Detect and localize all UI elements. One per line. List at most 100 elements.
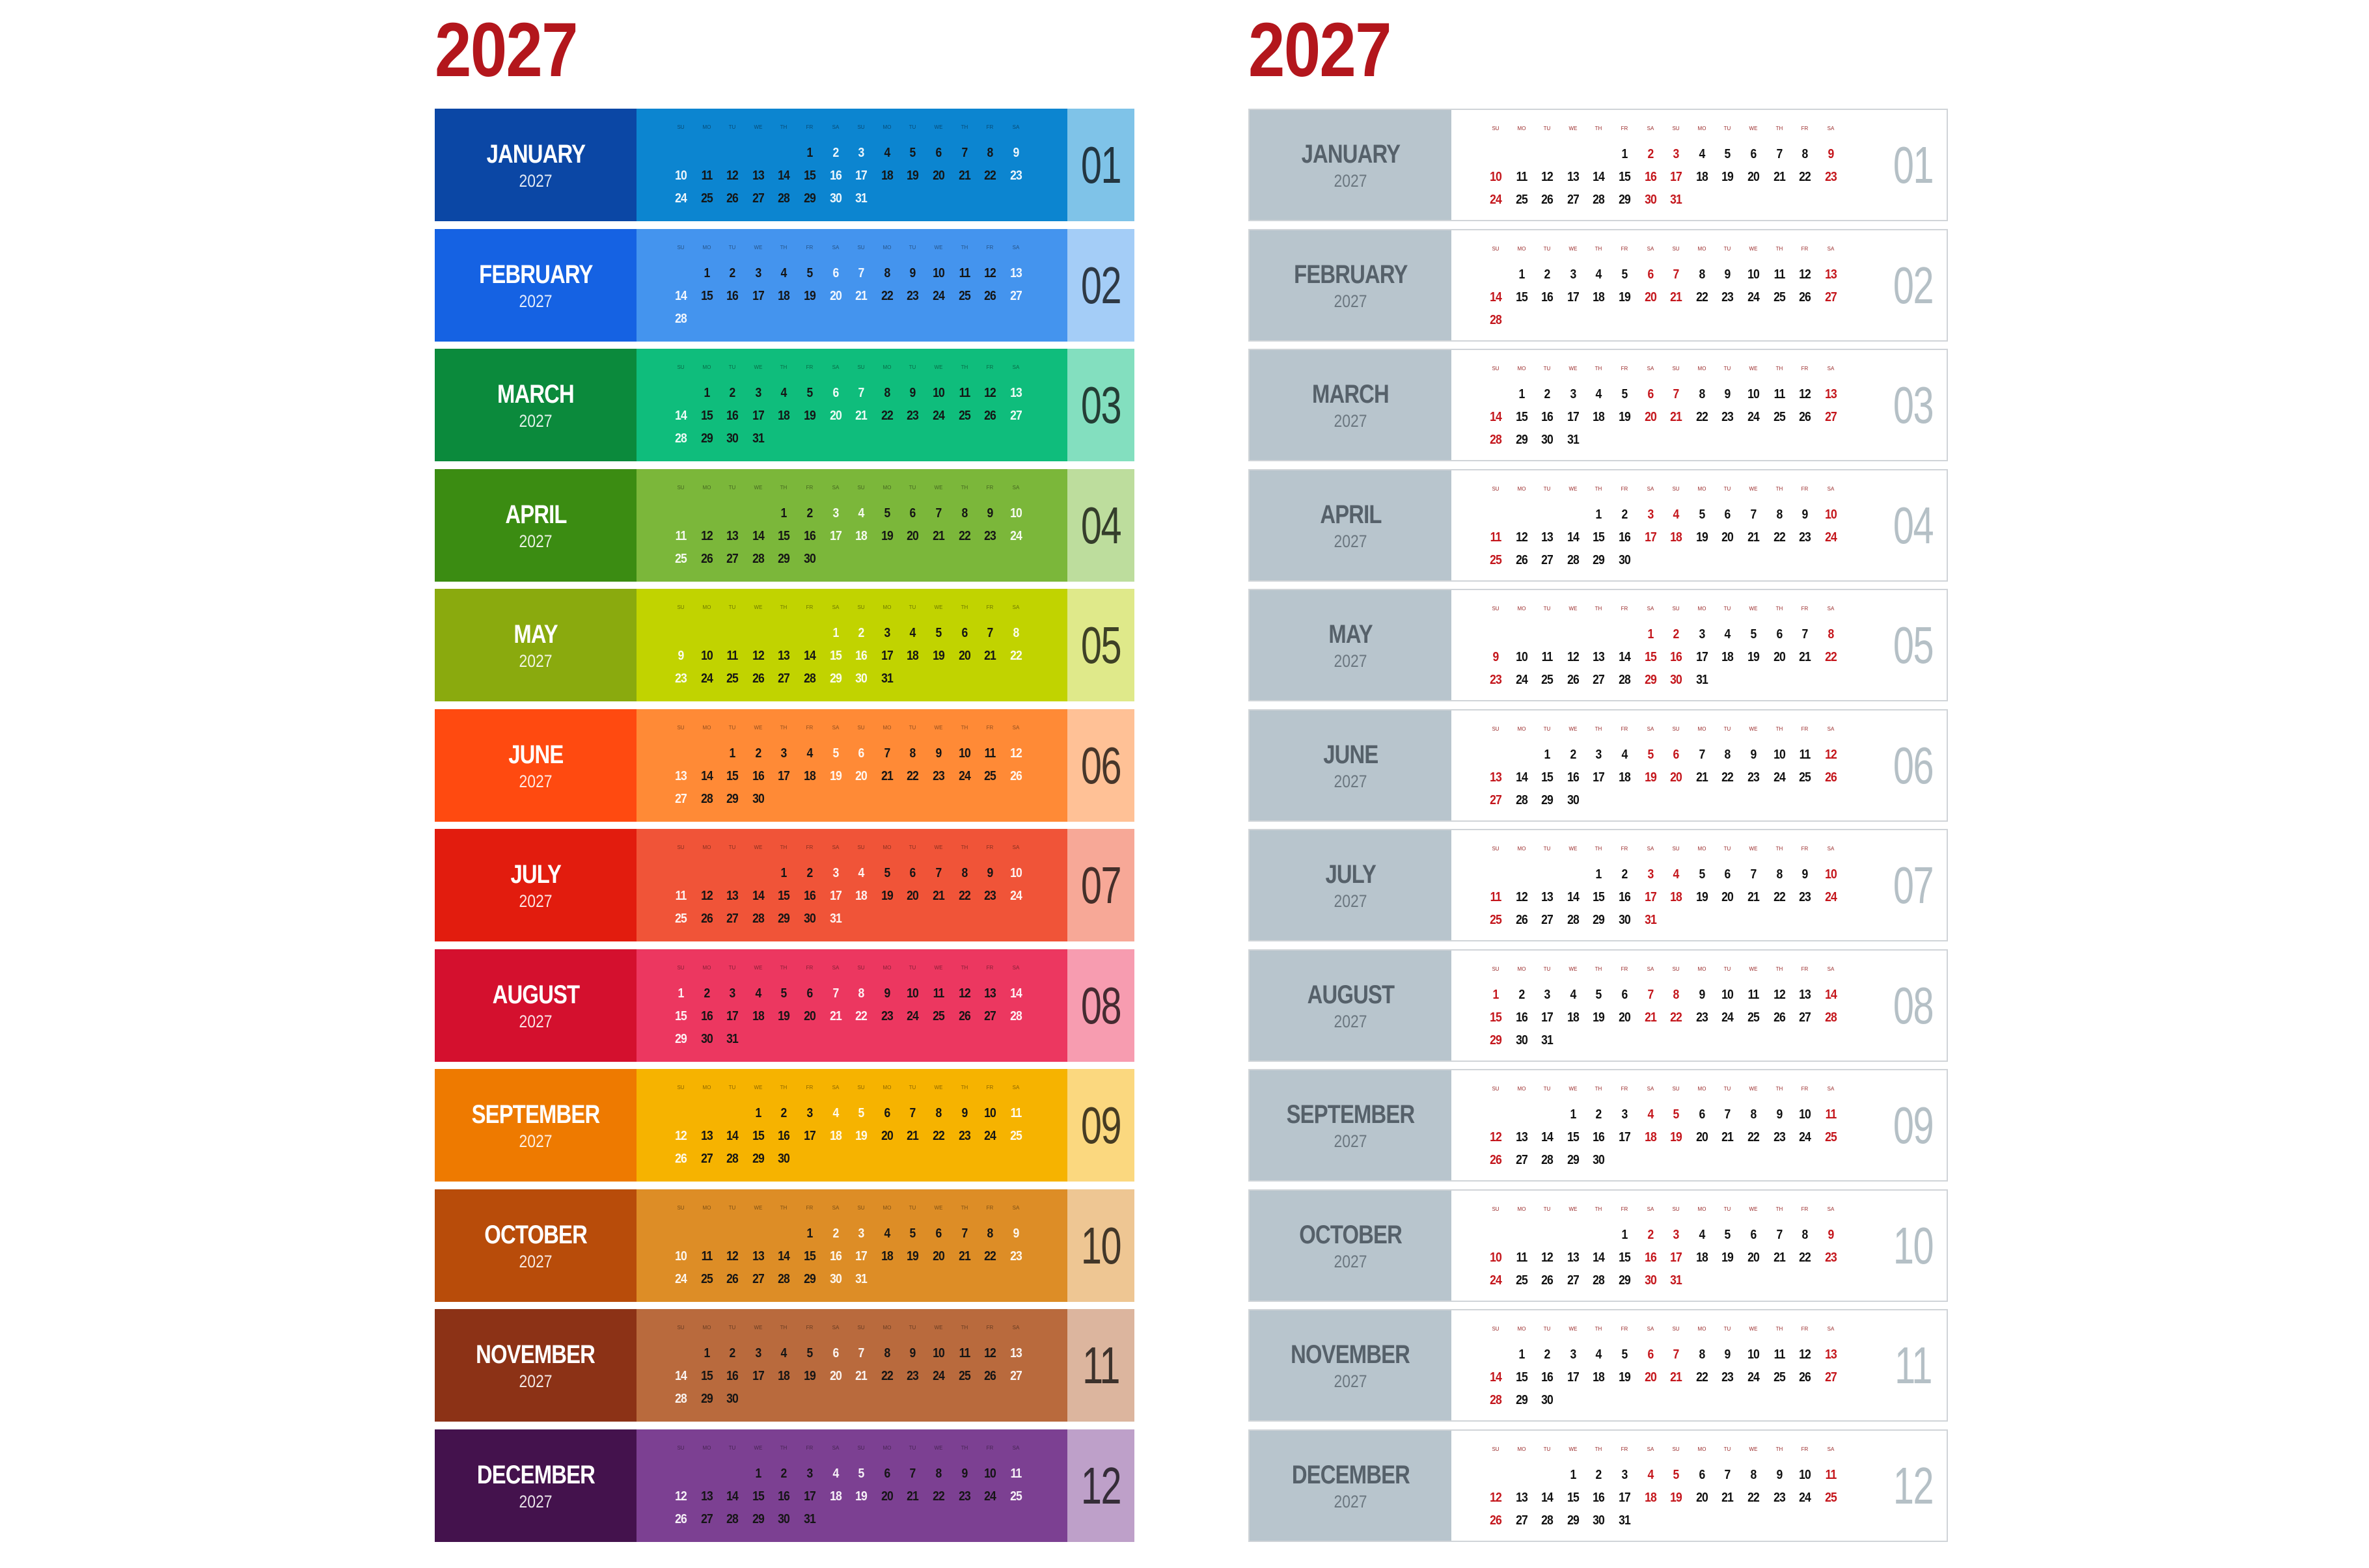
weekday-header: TH bbox=[961, 965, 968, 971]
weekday-header: SA bbox=[1827, 1206, 1835, 1212]
calendar-day: 11 bbox=[1825, 1468, 1837, 1482]
calendar-day: 2 bbox=[704, 986, 711, 1001]
calendar-day: 21 bbox=[1747, 890, 1760, 904]
calendar-day: 11 bbox=[1799, 748, 1811, 762]
calendar-day: 21 bbox=[984, 649, 996, 663]
calendar-day: 14 bbox=[752, 529, 765, 543]
weekday-header: FR bbox=[806, 1205, 814, 1211]
calendar-day: 7 bbox=[1647, 988, 1654, 1002]
calendar-day: 22 bbox=[959, 529, 971, 543]
month-row-july: JULY 2027 SU MO TU WE TH FR SA SU MO TU WE TH FR SA 1 2 3 4… bbox=[435, 829, 1134, 941]
weekday-header: SU bbox=[857, 845, 865, 850]
calendar-day: 26 bbox=[1799, 290, 1811, 304]
calendar-day: 16 bbox=[752, 769, 765, 783]
weekday-header: SU bbox=[1492, 726, 1499, 732]
calendar-day: 6 bbox=[1673, 748, 1680, 762]
calendar-day: 13 bbox=[1593, 650, 1605, 664]
weekday-header: TU bbox=[1543, 1086, 1551, 1092]
calendar-day: 19 bbox=[1619, 290, 1631, 304]
calendar-day: 21 bbox=[959, 1249, 971, 1264]
calendar-day: 21 bbox=[933, 889, 945, 903]
weekday-header: WE bbox=[934, 965, 943, 971]
calendar-day: 22 bbox=[907, 769, 919, 783]
calendar-day: 24 bbox=[1773, 770, 1786, 785]
calendar-day: 20 bbox=[933, 169, 945, 183]
calendar-day: 23 bbox=[1721, 290, 1734, 304]
calendar-day: 25 bbox=[1773, 1370, 1786, 1385]
calendar-day: 1 bbox=[780, 506, 787, 520]
calendar-day: 18 bbox=[1696, 1250, 1708, 1265]
calendar-day: 2 bbox=[755, 746, 762, 761]
weekday-header: TU bbox=[1723, 726, 1731, 732]
calendar-day: 13 bbox=[1010, 266, 1022, 280]
calendar-day: 3 bbox=[1647, 867, 1654, 882]
weekday-header: MO bbox=[1697, 1086, 1706, 1092]
calendar-day: 12 bbox=[1773, 988, 1786, 1002]
calendar-day: 12 bbox=[1516, 890, 1528, 904]
calendar-day: 8 bbox=[1776, 507, 1783, 522]
calendar-day: 19 bbox=[830, 769, 842, 783]
calendar-day: 26 bbox=[675, 1152, 687, 1166]
weekday-header: TU bbox=[1723, 1446, 1731, 1452]
calendar-day: 6 bbox=[1647, 1347, 1654, 1362]
weekday-header: SA bbox=[832, 725, 840, 731]
calendar-day: 15 bbox=[675, 1009, 687, 1023]
weekday-header: SA bbox=[1647, 1206, 1654, 1212]
calendar-day: 28 bbox=[1593, 1273, 1605, 1288]
calendar-day: 7 bbox=[1673, 387, 1680, 401]
calendar-day: 30 bbox=[1619, 913, 1631, 927]
weekday-header: SA bbox=[1012, 965, 1020, 971]
calendar-day: 18 bbox=[778, 1369, 790, 1383]
weekday-header: SA bbox=[1647, 1446, 1654, 1452]
weekday-header: FR bbox=[1621, 246, 1628, 252]
month-number-block: 07 bbox=[1067, 829, 1134, 941]
calendar-day: 3 bbox=[806, 1467, 814, 1481]
calendar-day: 26 bbox=[1567, 673, 1580, 687]
month-number: 11 bbox=[1895, 1336, 1932, 1394]
calendar-day: 13 bbox=[1541, 530, 1554, 545]
calendar-day: 29 bbox=[1567, 1513, 1580, 1528]
month-number: 12 bbox=[1893, 1456, 1934, 1515]
weekday-header: FR bbox=[1801, 1446, 1809, 1452]
calendar-day: 16 bbox=[726, 409, 739, 423]
calendar-day: 5 bbox=[884, 506, 891, 520]
calendar-day: 22 bbox=[1696, 410, 1708, 424]
weekday-header: SA bbox=[1827, 1086, 1835, 1092]
calendar-day: 26 bbox=[1516, 913, 1528, 927]
weekday-header: TH bbox=[1595, 1446, 1602, 1452]
weekday-header: MO bbox=[1517, 1086, 1526, 1092]
month-name-block: JANUARY 2027 bbox=[1250, 110, 1451, 220]
calendar-day: 11 bbox=[1773, 1347, 1786, 1362]
calendar-day: 30 bbox=[1670, 673, 1682, 687]
calendar-day: 27 bbox=[984, 1009, 996, 1023]
month-number: 09 bbox=[1893, 1096, 1934, 1154]
calendar-day: 11 bbox=[675, 889, 687, 903]
calendar-day: 11 bbox=[1490, 530, 1502, 545]
month-number-block: 06 bbox=[1880, 710, 1947, 820]
weekday-header: WE bbox=[754, 245, 763, 250]
calendar-day: 28 bbox=[1490, 313, 1502, 327]
calendar-day: 9 bbox=[1828, 147, 1835, 161]
weekday-header: SU bbox=[857, 604, 865, 610]
calendar-day: 7 bbox=[1801, 627, 1809, 642]
weekday-header: WE bbox=[1568, 1326, 1578, 1332]
weekday-header: FR bbox=[1801, 606, 1809, 612]
calendar-day: 7 bbox=[935, 866, 942, 880]
calendar-day: 13 bbox=[752, 169, 765, 183]
calendar-day: 17 bbox=[804, 1129, 816, 1143]
weekday-header: WE bbox=[1568, 726, 1578, 732]
calendar-day: 7 bbox=[909, 1106, 916, 1120]
month-row-october: OCTOBER 2027 SU MO TU WE TH FR SA SU MO TU WE TH FR SA 1… bbox=[1248, 1189, 1948, 1302]
calendar-day: 24 bbox=[907, 1009, 919, 1023]
calendar-day: 8 bbox=[1013, 626, 1020, 640]
weekday-header: TH bbox=[1595, 126, 1602, 131]
calendar-day: 25 bbox=[959, 289, 971, 303]
month-row-may: MAY 2027 SU MO TU WE TH FR SA SU MO TU WE TH FR SA 1 2 3 4 5… bbox=[435, 589, 1134, 701]
weekday-header: WE bbox=[1749, 1206, 1758, 1212]
calendar-day: 27 bbox=[701, 1512, 713, 1526]
weekday-header: SA bbox=[1647, 1326, 1654, 1332]
calendar-day: 13 bbox=[1825, 387, 1837, 401]
weekday-header: WE bbox=[1749, 966, 1758, 972]
weekday-header: WE bbox=[934, 1445, 943, 1451]
month-number: 05 bbox=[1080, 615, 1122, 674]
